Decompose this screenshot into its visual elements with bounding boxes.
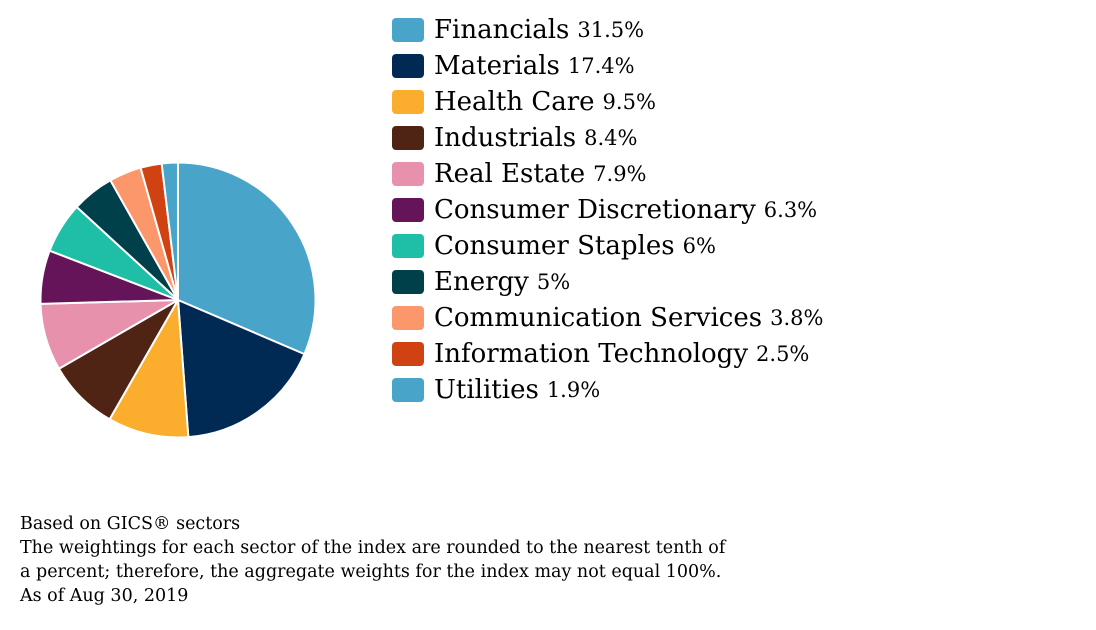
legend-value: 5%	[536, 270, 571, 294]
footnote-gics: Based on GICS® sectors	[20, 514, 241, 534]
legend-item-information-technology: Information Technology 2.5%	[392, 336, 823, 372]
legend-label: Materials	[434, 51, 560, 81]
footnotes: Based on GICS® sectors The weightings fo…	[20, 512, 800, 608]
legend-item-health-care: Health Care 9.5%	[392, 84, 823, 120]
legend-swatch	[392, 342, 424, 366]
legend-item-utilities: Utilities 1.9%	[392, 372, 823, 408]
legend-value: 3.8%	[770, 306, 824, 330]
legend-swatch	[392, 18, 424, 42]
legend-item-communication-services: Communication Services 3.8%	[392, 300, 823, 336]
legend-item-financials: Financials 31.5%	[392, 12, 823, 48]
legend-item-real-estate: Real Estate 7.9%	[392, 156, 823, 192]
legend-swatch	[392, 198, 424, 222]
legend-value: 6%	[682, 234, 716, 258]
legend-swatch	[392, 126, 424, 150]
legend-item-industrials: Industrials 8.4%	[392, 120, 823, 156]
legend-label: Information Technology	[434, 339, 749, 369]
pie-slice-utilities	[160, 161, 179, 301]
legend-value: 17.4%	[567, 54, 635, 78]
legend-swatch	[392, 378, 424, 402]
legend-value: 8.4%	[584, 126, 638, 150]
legend-label: Financials	[434, 15, 570, 45]
legend-swatch	[392, 54, 424, 78]
legend-item-consumer-discretionary: Consumer Discretionary 6.3%	[392, 192, 823, 228]
footnote-rounding-line-2: a percent; therefore, the aggregate weig…	[20, 562, 722, 582]
legend-item-materials: Materials 17.4%	[392, 48, 823, 84]
legend-swatch	[392, 270, 424, 294]
legend-label: Real Estate	[434, 159, 586, 189]
legend-label: Consumer Staples	[434, 231, 675, 261]
legend-label: Consumer Discretionary	[434, 195, 756, 225]
legend-item-energy: Energy 5%	[392, 264, 823, 300]
legend-label: Health Care	[434, 87, 595, 117]
legend-value: 9.5%	[602, 90, 656, 114]
legend-value: 2.5%	[756, 342, 810, 366]
pie-slice-materials	[177, 299, 306, 439]
legend-swatch	[392, 162, 424, 186]
sector-pie-chart	[39, 161, 317, 439]
pie-slice-health-care	[108, 299, 190, 439]
legend-value: 6.3%	[763, 198, 818, 222]
legend-swatch	[392, 90, 424, 114]
legend-value: 1.9%	[546, 378, 601, 402]
legend-item-consumer-staples: Consumer Staples 6%	[392, 228, 823, 264]
legend-swatch	[392, 234, 424, 258]
legend-label: Communication Services	[434, 303, 763, 333]
chart-legend: Financials 31.5% Materials 17.4% Health Care…	[392, 12, 823, 408]
pie-slice-financials	[177, 161, 317, 356]
footnote-as-of-date: As of Aug 30, 2019	[20, 586, 189, 606]
pie-slices	[39, 161, 317, 439]
legend-label: Utilities	[434, 375, 539, 405]
legend-label: Industrials	[434, 123, 577, 153]
legend-value: 31.5%	[577, 18, 645, 42]
legend-label: Energy	[434, 267, 529, 297]
legend-swatch	[392, 306, 424, 330]
legend-value: 7.9%	[593, 162, 647, 186]
footnote-rounding-line-1: The weightings for each sector of the in…	[20, 538, 726, 558]
